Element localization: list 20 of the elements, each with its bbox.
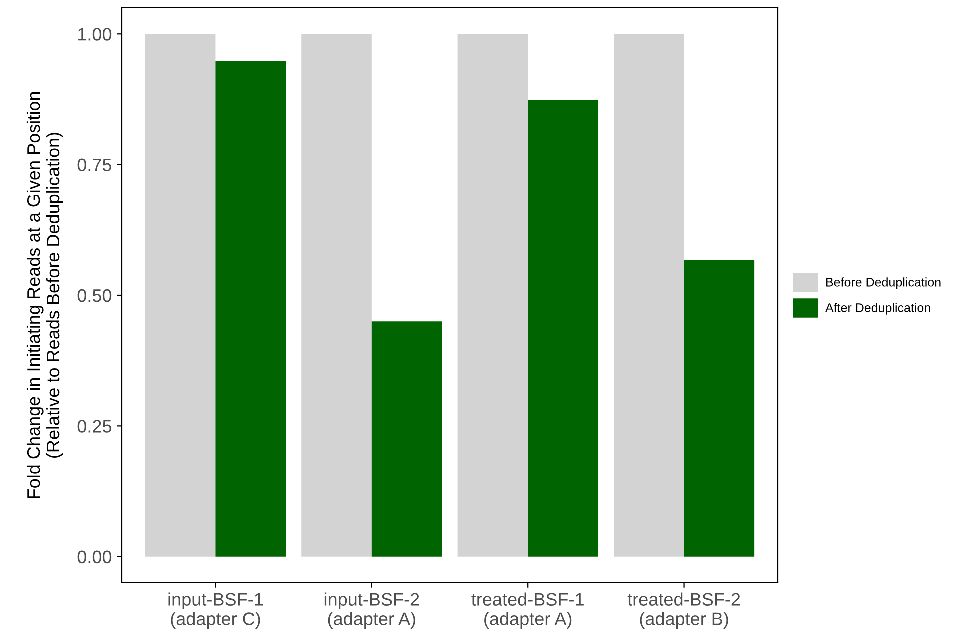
- bar: [528, 100, 598, 557]
- bar: [302, 34, 372, 557]
- y-tick-label: 0.50: [78, 289, 112, 302]
- legend-label: After Deduplication: [826, 303, 930, 315]
- y-tick-label: 1.00: [78, 28, 112, 41]
- y-tick-label: 0.75: [78, 158, 112, 172]
- y-tick-label: 0.25: [78, 420, 112, 433]
- y-axis-title: Fold Change in Initiating Reads at a Given Position (Relative to Reads Before Deduplication): [26, 92, 64, 498]
- x-tick-label: treated-BSF-2 (adapter B): [628, 592, 740, 629]
- y-tick-label: 0.00: [78, 550, 112, 564]
- bar: [458, 34, 528, 557]
- x-tick-label: input-BSF-2 (adapter A): [324, 592, 420, 629]
- legend-label: Before Deduplication: [826, 278, 941, 290]
- bar: [372, 322, 442, 557]
- bar: [216, 61, 286, 557]
- bar: [614, 34, 684, 557]
- bar: [145, 34, 216, 557]
- x-tick-label: treated-BSF-1 (adapter A): [472, 592, 584, 629]
- x-tick-label: input-BSF-1 (adapter C): [168, 592, 264, 629]
- bar: [684, 260, 755, 557]
